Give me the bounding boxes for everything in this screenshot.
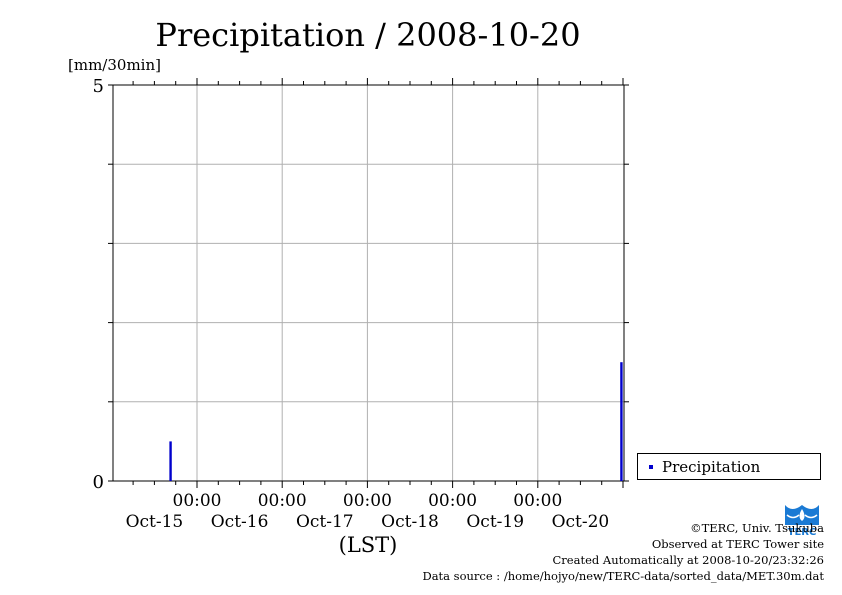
y-axis-unit-label: [mm/30min] — [68, 56, 161, 74]
precipitation-bar — [169, 441, 172, 481]
x-time-label: 00:00 — [428, 491, 477, 511]
x-date-label: Oct-20 — [552, 512, 610, 532]
observed-text: Observed at TERC Tower site — [651, 537, 824, 551]
terc-logo-icon: TERC — [785, 505, 819, 537]
y-tick-labels: 50 — [93, 76, 104, 493]
x-time-label: 00:00 — [513, 491, 562, 511]
x-date-label: Oct-18 — [381, 512, 439, 532]
legend-label-precipitation: Precipitation — [662, 457, 761, 476]
plot-frame — [112, 84, 625, 482]
x-date-label: Oct-16 — [211, 512, 269, 532]
y-tick-label: 5 — [93, 76, 104, 97]
axis-ticks — [108, 78, 629, 488]
x-time-label: 00:00 — [173, 491, 222, 511]
precipitation-bars — [169, 362, 623, 481]
created-text: Created Automatically at 2008-10-20/23:3… — [552, 553, 825, 567]
x-axis-label: (LST) — [339, 533, 398, 557]
y-tick-label: 0 — [93, 472, 104, 493]
x-time-label: 00:00 — [258, 491, 307, 511]
chart-title: Precipitation / 2008-10-20 — [155, 16, 580, 54]
legend: Precipitation — [637, 453, 821, 480]
x-date-label: Oct-15 — [126, 512, 184, 532]
x-time-label: 00:00 — [343, 491, 392, 511]
source-text: Data source : /home/hojyo/new/TERC-data/… — [422, 569, 824, 583]
precipitation-bar — [620, 362, 623, 481]
copyright-text: ©TERC, Univ. Tsukuba — [690, 521, 824, 535]
x-date-label: Oct-17 — [296, 512, 354, 532]
credits-block: ©TERC, Univ. Tsukuba Observed at TERC To… — [422, 520, 824, 584]
svg-text:TERC: TERC — [788, 527, 817, 537]
x-date-label: Oct-19 — [466, 512, 524, 532]
grid-lines — [113, 85, 624, 481]
legend-swatch — [649, 464, 653, 469]
